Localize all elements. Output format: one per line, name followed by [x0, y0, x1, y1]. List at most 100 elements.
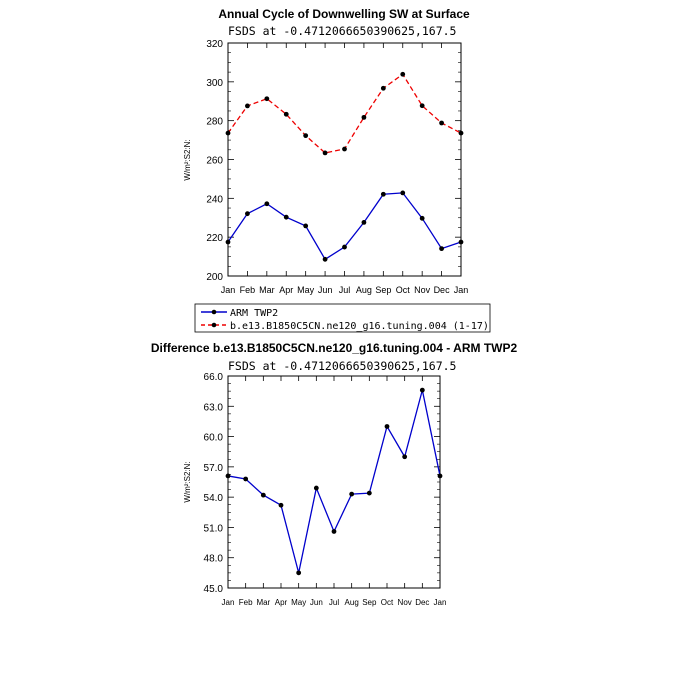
data-point [245, 103, 250, 109]
chart-1-subtitle: FSDS at -0.4712066650390625,167.5 [228, 24, 456, 38]
y-tick-label: 200 [206, 272, 223, 283]
x-tick-label: May [297, 285, 315, 295]
x-tick-label: Mar [256, 598, 270, 607]
chart-2-subtitle: FSDS at -0.4712066650390625,167.5 [228, 359, 456, 373]
x-tick-label: Sep [362, 598, 377, 607]
data-point [313, 485, 319, 491]
data-point [361, 114, 367, 120]
legend-marker-series-2 [211, 322, 217, 328]
data-point [419, 387, 425, 393]
x-tick-label: Feb [240, 285, 256, 295]
data-point [278, 502, 284, 508]
x-tick-label: Jan [434, 598, 447, 607]
y-tick-label: 280 [206, 117, 223, 128]
x-tick-label: Aug [356, 285, 372, 295]
x-tick-label: Jun [310, 598, 323, 607]
x-tick-label: Nov [414, 285, 431, 295]
y-tick-label: 54.0 [204, 493, 224, 504]
data-point [419, 103, 425, 109]
chart-2-title: Difference b.e13.B1850C5CN.ne120_g16.tun… [151, 341, 518, 355]
y-tick-label: 220 [206, 233, 223, 244]
x-tick-label: Jan [222, 598, 235, 607]
x-tick-label: Jul [329, 598, 339, 607]
y-tick-label: 60.0 [204, 433, 224, 444]
chart-2-ticks: Jan Feb Mar Apr May Jun Jul Aug Sep Oct Nov Dec Jan 4… [204, 372, 447, 607]
chart-1-y-label: W/m²:S2:N: [183, 139, 192, 180]
legend-box [194, 303, 491, 333]
x-tick-label: Jul [339, 285, 351, 295]
chart-2: Difference b.e13.B1850C5CN.ne120_g16.tun… [151, 341, 518, 607]
data-point [283, 214, 289, 220]
chart-1-frame [227, 42, 462, 277]
data-point [458, 239, 464, 245]
data-point [400, 190, 406, 196]
legend-marker-series-1 [211, 309, 217, 315]
data-point [439, 246, 444, 252]
data-point [342, 146, 347, 152]
data-point [439, 120, 444, 126]
data-point [458, 130, 464, 136]
x-tick-label: Dec [434, 285, 451, 295]
data-point [349, 491, 355, 497]
data-point [225, 473, 231, 479]
data-point [322, 150, 328, 156]
chart-1: Annual Cycle of Downwelling SW at Surfac… [183, 7, 491, 333]
data-point [400, 71, 406, 77]
legend-label-series-2: b.e13.B1850C5CN.ne120_g16.tuning.004 (1-… [230, 321, 489, 332]
data-point [296, 570, 302, 576]
data-point [366, 490, 372, 496]
data-point [331, 529, 337, 534]
data-point [402, 454, 408, 460]
y-tick-label: 300 [206, 78, 223, 89]
y-tick-label: 320 [206, 39, 223, 50]
x-tick-label: May [291, 598, 306, 607]
data-point [225, 239, 231, 245]
chart-2-frame [227, 375, 441, 589]
chart-2-y-label: W/m²:S2:N: [183, 461, 192, 502]
chart-1-legend: ARM TWP2 b.e13.B1850C5CN.ne120_g16.tunin… [194, 303, 491, 333]
x-tick-label: Dec [415, 598, 429, 607]
data-point [437, 473, 443, 479]
chart-1-ticks: Jan Feb Mar Apr May Jun Jul Aug Sep Oct Nov Dec Jan2… [206, 39, 468, 295]
x-tick-label: Nov [398, 598, 412, 607]
chart-1-series [225, 71, 464, 262]
data-point [245, 211, 250, 217]
x-tick-label: Apr [279, 285, 293, 295]
x-tick-label: Jan [221, 285, 236, 295]
y-tick-label: 48.0 [204, 554, 224, 565]
x-tick-label: Sep [375, 285, 391, 295]
data-point [260, 492, 266, 498]
x-tick-label: Jan [454, 285, 469, 295]
y-tick-label: 63.0 [204, 402, 224, 413]
x-tick-label: Oct [396, 285, 411, 295]
data-point [225, 130, 231, 136]
data-point [243, 476, 249, 482]
y-tick-label: 45.0 [204, 584, 224, 595]
chart-2-series [225, 387, 443, 576]
y-tick-label: 66.0 [204, 372, 224, 383]
data-point [380, 85, 386, 91]
legend-label-series-1: ARM TWP2 [230, 308, 278, 319]
y-tick-label: 240 [206, 194, 223, 205]
x-tick-label: Feb [239, 598, 253, 607]
data-point [322, 256, 328, 262]
x-tick-label: Mar [259, 285, 275, 295]
chart-1-title: Annual Cycle of Downwelling SW at Surfac… [218, 7, 470, 21]
data-point [342, 244, 347, 250]
data-point [384, 424, 390, 429]
data-point [361, 220, 367, 225]
data-point [264, 96, 270, 102]
data-point [303, 223, 309, 229]
data-point [264, 201, 270, 207]
data-point [283, 111, 289, 117]
y-tick-label: 260 [206, 156, 223, 167]
x-tick-label: Jun [318, 285, 333, 295]
data-point [303, 133, 309, 139]
series-line-1 [227, 389, 441, 574]
x-tick-label: Apr [275, 598, 288, 607]
y-tick-label: 51.0 [204, 523, 224, 534]
data-point [419, 215, 425, 221]
series-line-2 [227, 73, 462, 154]
